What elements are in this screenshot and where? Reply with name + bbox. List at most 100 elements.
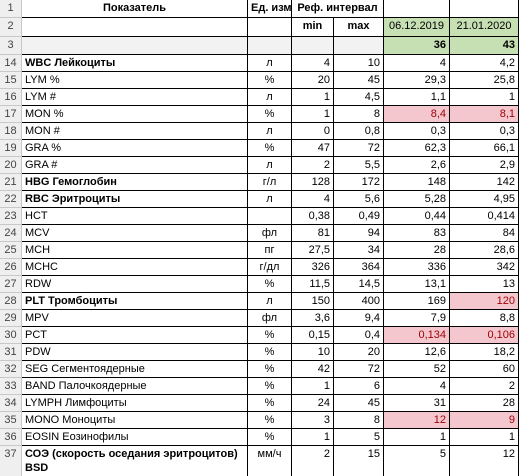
indicator-name[interactable]: SEG Сегментоядерные bbox=[22, 361, 248, 378]
ref-max[interactable]: 8 bbox=[334, 412, 384, 429]
indicator-name[interactable]: PDW bbox=[22, 344, 248, 361]
unit[interactable]: л bbox=[248, 55, 292, 72]
unit[interactable]: фл bbox=[248, 225, 292, 242]
ref-max[interactable]: 72 bbox=[334, 140, 384, 157]
unit[interactable]: л bbox=[248, 89, 292, 106]
unit[interactable]: % bbox=[248, 412, 292, 429]
row-number[interactable]: 1 bbox=[0, 0, 22, 18]
result-value[interactable]: 5,28 bbox=[384, 191, 450, 208]
row-number[interactable]: 22 bbox=[0, 191, 22, 208]
ref-min[interactable]: 1 bbox=[292, 378, 334, 395]
result-value[interactable]: 60 bbox=[450, 361, 519, 378]
row-number[interactable]: 18 bbox=[0, 123, 22, 140]
cell[interactable] bbox=[248, 18, 292, 37]
ref-max[interactable]: 5 bbox=[334, 429, 384, 446]
row-number[interactable]: 23 bbox=[0, 208, 22, 225]
result-value[interactable]: 2,6 bbox=[384, 157, 450, 174]
result-value[interactable]: 0,3 bbox=[450, 123, 519, 140]
row-number[interactable]: 19 bbox=[0, 140, 22, 157]
indicator-name[interactable]: MPV bbox=[22, 310, 248, 327]
result-value[interactable]: 1 bbox=[450, 89, 519, 106]
ref-max[interactable]: 4,5 bbox=[334, 89, 384, 106]
ref-max[interactable]: 15 bbox=[334, 446, 384, 476]
result-value[interactable]: 28 bbox=[450, 395, 519, 412]
header-indicator[interactable]: Показатель bbox=[22, 0, 248, 18]
result-value[interactable]: 18,2 bbox=[450, 344, 519, 361]
result-value[interactable]: 1 bbox=[450, 429, 519, 446]
result-value[interactable]: 342 bbox=[450, 259, 519, 276]
ref-min[interactable]: 128 bbox=[292, 174, 334, 191]
indicator-name[interactable]: MCV bbox=[22, 225, 248, 242]
unit[interactable]: л bbox=[248, 123, 292, 140]
indicator-name[interactable]: PLT Тромбоциты bbox=[22, 293, 248, 310]
header-count[interactable]: 43 bbox=[450, 37, 519, 55]
result-value[interactable]: 0,414 bbox=[450, 208, 519, 225]
row-number[interactable]: 2 bbox=[0, 18, 22, 37]
result-value[interactable]: 28,6 bbox=[450, 242, 519, 259]
header-date[interactable]: 06.12.2019 bbox=[384, 18, 450, 37]
row-number[interactable]: 35 bbox=[0, 412, 22, 429]
row-number[interactable]: 25 bbox=[0, 242, 22, 259]
ref-max[interactable]: 20 bbox=[334, 344, 384, 361]
result-value[interactable]: 0,44 bbox=[384, 208, 450, 225]
cell[interactable] bbox=[248, 37, 292, 55]
indicator-name[interactable]: LYM % bbox=[22, 72, 248, 89]
ref-min[interactable]: 10 bbox=[292, 344, 334, 361]
result-value[interactable]: 28 bbox=[384, 242, 450, 259]
cell[interactable] bbox=[450, 0, 519, 18]
cell[interactable] bbox=[292, 37, 334, 55]
result-value[interactable]: 8,4 bbox=[384, 106, 450, 123]
indicator-name[interactable]: HBG Гемоглобин bbox=[22, 174, 248, 191]
result-value[interactable]: 29,3 bbox=[384, 72, 450, 89]
result-value[interactable]: 12 bbox=[384, 412, 450, 429]
row-number[interactable]: 16 bbox=[0, 89, 22, 106]
result-value[interactable]: 13 bbox=[450, 276, 519, 293]
row-number[interactable]: 24 bbox=[0, 225, 22, 242]
cell[interactable] bbox=[22, 18, 248, 37]
ref-min[interactable]: 150 bbox=[292, 293, 334, 310]
row-number[interactable]: 30 bbox=[0, 327, 22, 344]
ref-max[interactable]: 172 bbox=[334, 174, 384, 191]
ref-max[interactable]: 45 bbox=[334, 72, 384, 89]
ref-min[interactable]: 24 bbox=[292, 395, 334, 412]
cell[interactable] bbox=[22, 37, 248, 55]
unit[interactable]: % bbox=[248, 395, 292, 412]
ref-min[interactable]: 1 bbox=[292, 89, 334, 106]
unit[interactable]: г/л bbox=[248, 174, 292, 191]
ref-max[interactable]: 5,6 bbox=[334, 191, 384, 208]
row-number[interactable]: 32 bbox=[0, 361, 22, 378]
ref-max[interactable]: 8 bbox=[334, 106, 384, 123]
row-number[interactable]: 33 bbox=[0, 378, 22, 395]
row-number[interactable]: 15 bbox=[0, 72, 22, 89]
ref-max[interactable]: 5,5 bbox=[334, 157, 384, 174]
unit[interactable]: % bbox=[248, 361, 292, 378]
unit[interactable]: % bbox=[248, 72, 292, 89]
ref-min[interactable]: 1 bbox=[292, 106, 334, 123]
ref-max[interactable]: 9,4 bbox=[334, 310, 384, 327]
row-number[interactable]: 34 bbox=[0, 395, 22, 412]
result-value[interactable]: 7,9 bbox=[384, 310, 450, 327]
ref-min[interactable]: 0,15 bbox=[292, 327, 334, 344]
row-number[interactable]: 20 bbox=[0, 157, 22, 174]
unit[interactable]: л bbox=[248, 191, 292, 208]
unit[interactable]: % bbox=[248, 327, 292, 344]
ref-min[interactable]: 2 bbox=[292, 157, 334, 174]
ref-max[interactable]: 0,8 bbox=[334, 123, 384, 140]
result-value[interactable]: 31 bbox=[384, 395, 450, 412]
ref-max[interactable]: 94 bbox=[334, 225, 384, 242]
result-value[interactable]: 1 bbox=[384, 429, 450, 446]
row-number[interactable]: 27 bbox=[0, 276, 22, 293]
unit[interactable]: л bbox=[248, 157, 292, 174]
ref-min[interactable]: 4 bbox=[292, 55, 334, 72]
result-value[interactable]: 120 bbox=[450, 293, 519, 310]
ref-max[interactable]: 34 bbox=[334, 242, 384, 259]
result-value[interactable]: 12,6 bbox=[384, 344, 450, 361]
indicator-name[interactable]: MCH bbox=[22, 242, 248, 259]
ref-min[interactable]: 42 bbox=[292, 361, 334, 378]
result-value[interactable]: 83 bbox=[384, 225, 450, 242]
result-value[interactable]: 84 bbox=[450, 225, 519, 242]
unit[interactable]: % bbox=[248, 344, 292, 361]
indicator-name[interactable]: WBC Лейкоциты bbox=[22, 55, 248, 72]
result-value[interactable]: 5 bbox=[384, 446, 450, 476]
result-value[interactable]: 12 bbox=[450, 446, 519, 476]
